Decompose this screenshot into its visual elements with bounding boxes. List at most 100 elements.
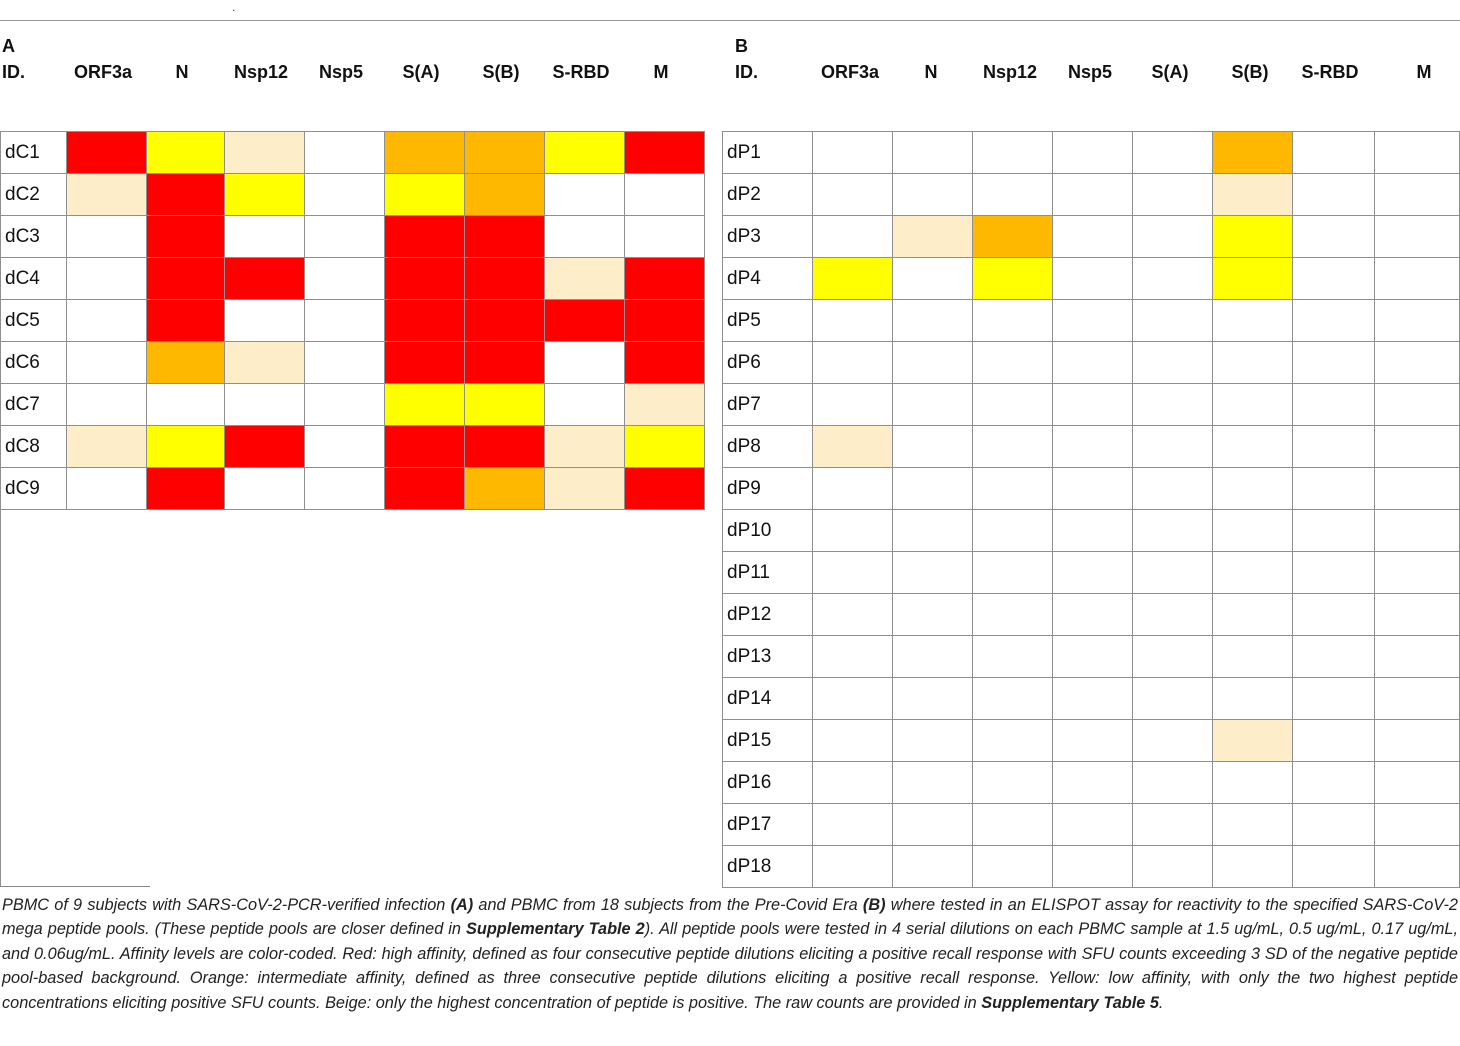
affinity-cell	[384, 173, 465, 216]
affinity-cell	[1292, 341, 1375, 384]
affinity-cell	[1212, 173, 1293, 216]
row-id: dC6	[0, 341, 67, 384]
affinity-cell	[1132, 845, 1213, 888]
affinity-cell	[1292, 425, 1375, 468]
affinity-cell	[812, 215, 893, 258]
affinity-cell	[1132, 761, 1213, 804]
affinity-cell	[544, 257, 625, 300]
row-id: dP4	[722, 257, 813, 300]
affinity-cell	[972, 803, 1053, 846]
row-id: dP16	[722, 761, 813, 804]
affinity-cell	[224, 299, 305, 342]
affinity-cell	[304, 257, 385, 300]
affinity-cell	[1132, 299, 1213, 342]
affinity-cell	[1292, 467, 1375, 510]
panel-b-label: B	[735, 36, 748, 56]
column-header: S(A)	[402, 62, 440, 82]
affinity-cell	[972, 257, 1053, 300]
affinity-cell	[464, 299, 545, 342]
affinity-cell	[1292, 299, 1375, 342]
column-header: S-RBD	[552, 62, 610, 82]
affinity-cell	[1292, 509, 1375, 552]
table-row: dC2	[0, 173, 705, 216]
affinity-cell	[464, 131, 545, 174]
row-id: dP18	[722, 845, 813, 888]
affinity-cell	[224, 173, 305, 216]
affinity-cell	[812, 551, 893, 594]
affinity-cell	[1052, 131, 1133, 174]
row-id: dC3	[0, 215, 67, 258]
affinity-cell	[464, 341, 545, 384]
affinity-cell	[1212, 341, 1293, 384]
affinity-cell	[1212, 425, 1293, 468]
table-row: dP6	[722, 341, 1460, 384]
affinity-cell	[1374, 131, 1460, 174]
affinity-cell	[892, 635, 973, 678]
affinity-cell	[66, 425, 147, 468]
affinity-cell	[892, 383, 973, 426]
affinity-cell	[892, 215, 973, 258]
affinity-cell	[66, 257, 147, 300]
affinity-cell	[1292, 761, 1375, 804]
table-row: dC4	[0, 257, 705, 300]
affinity-cell	[304, 131, 385, 174]
affinity-cell	[812, 257, 893, 300]
table-row: dP13	[722, 635, 1460, 678]
row-id: dP8	[722, 425, 813, 468]
affinity-cell	[1132, 257, 1213, 300]
affinity-cell	[464, 257, 545, 300]
affinity-cell	[892, 551, 973, 594]
affinity-cell	[1374, 215, 1460, 258]
affinity-cell	[972, 215, 1053, 258]
affinity-cell	[972, 845, 1053, 888]
affinity-cell	[304, 467, 385, 510]
column-header: M	[653, 62, 669, 82]
affinity-cell	[304, 215, 385, 258]
affinity-cell	[544, 425, 625, 468]
affinity-cell	[1374, 803, 1460, 846]
affinity-cell	[224, 425, 305, 468]
affinity-cell	[812, 509, 893, 552]
affinity-cell	[544, 467, 625, 510]
affinity-cell	[1052, 761, 1133, 804]
affinity-cell	[812, 425, 893, 468]
column-header: ID.	[735, 62, 759, 82]
affinity-cell	[624, 425, 705, 468]
panel-a-left-border	[0, 508, 1, 886]
row-id: dP13	[722, 635, 813, 678]
affinity-cell	[146, 257, 225, 300]
affinity-cell	[972, 719, 1053, 762]
affinity-cell	[1132, 215, 1213, 258]
affinity-cell	[384, 383, 465, 426]
affinity-cell	[972, 425, 1053, 468]
affinity-cell	[464, 425, 545, 468]
affinity-cell	[1374, 761, 1460, 804]
affinity-cell	[1052, 173, 1133, 216]
affinity-cell	[1132, 551, 1213, 594]
affinity-cell	[544, 299, 625, 342]
column-header: Nsp12	[233, 62, 289, 82]
affinity-cell	[972, 593, 1053, 636]
table-row: dP12	[722, 593, 1460, 636]
column-header: M	[1416, 62, 1432, 82]
affinity-cell	[812, 803, 893, 846]
affinity-cell	[892, 173, 973, 216]
affinity-cell	[1212, 635, 1293, 678]
affinity-cell	[1374, 425, 1460, 468]
affinity-cell	[544, 383, 625, 426]
affinity-cell	[812, 677, 893, 720]
figure-caption: PBMC of 9 subjects with SARS-CoV-2-PCR-v…	[2, 896, 1458, 1012]
affinity-cell	[304, 341, 385, 384]
column-header: Nsp5	[1067, 62, 1113, 82]
affinity-cell	[146, 467, 225, 510]
column-header: ID.	[2, 62, 26, 82]
affinity-cell	[624, 131, 705, 174]
affinity-cell	[464, 383, 545, 426]
affinity-cell	[1132, 425, 1213, 468]
table-row: dC1	[0, 131, 705, 174]
affinity-cell	[1132, 467, 1213, 510]
affinity-cell	[1374, 509, 1460, 552]
affinity-cell	[892, 467, 973, 510]
affinity-cell	[146, 131, 225, 174]
affinity-cell	[1132, 803, 1213, 846]
